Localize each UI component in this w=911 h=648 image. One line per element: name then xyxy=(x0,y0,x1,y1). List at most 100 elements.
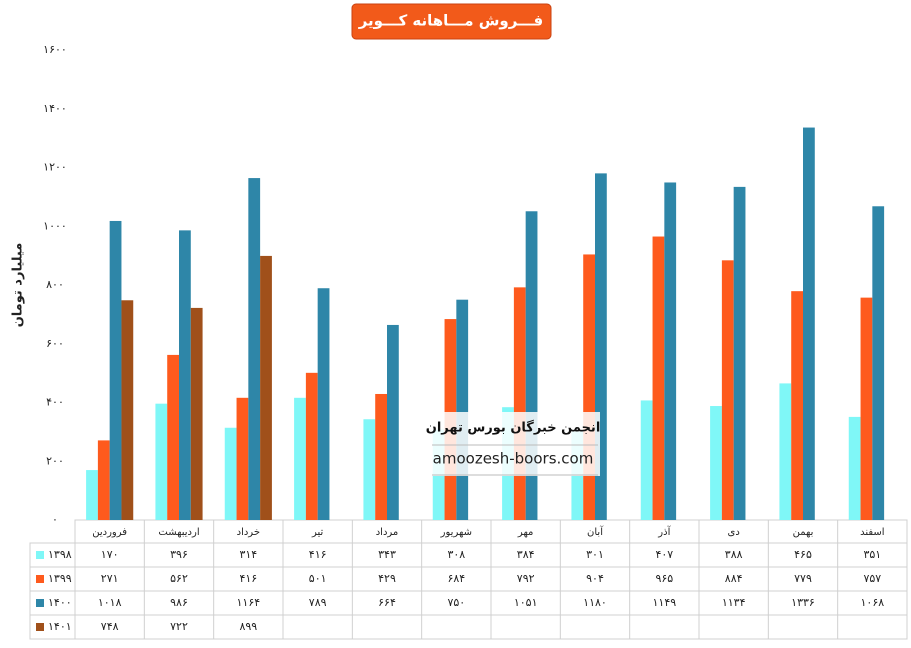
bar xyxy=(363,419,376,520)
table-value: ۷۹۲ xyxy=(517,572,535,585)
y-tick-label: ۴۰۰ xyxy=(46,396,64,409)
table-row xyxy=(29,542,908,568)
y-tick-label: ۶۰۰ xyxy=(46,337,64,350)
table-value: ۱۰۶۸ xyxy=(861,596,885,609)
watermark-title: انجمن خبرگان بورس تهران xyxy=(426,420,601,436)
bar xyxy=(733,186,746,520)
table-value: ۵۰۱ xyxy=(309,572,327,585)
x-tick-label: دی xyxy=(728,527,740,538)
table-value: ۶۸۴ xyxy=(447,572,465,585)
bar xyxy=(791,291,803,520)
y-tick-label: ۱۶۰۰ xyxy=(43,43,67,56)
bar xyxy=(664,182,677,520)
table-value: ۱۰۱۸ xyxy=(98,596,122,609)
table-value: ۳۰۱ xyxy=(586,548,604,561)
legend-swatch xyxy=(36,623,44,631)
table-value: ۳۰۸ xyxy=(447,548,465,561)
table-value: ۷۵۷ xyxy=(863,572,881,585)
table-value: ۱۱۸۰ xyxy=(583,596,607,609)
bar xyxy=(525,211,538,521)
table-value: ۳۵۱ xyxy=(863,548,881,561)
bar xyxy=(721,260,734,520)
bar xyxy=(224,427,237,520)
table-value: ۱۱۴۹ xyxy=(653,596,677,609)
table-value: ۷۲۲ xyxy=(170,620,188,633)
y-tick-label: ۲۰۰ xyxy=(46,454,64,467)
bar xyxy=(179,230,191,521)
table-value: ۴۱۶ xyxy=(309,548,327,561)
bar xyxy=(260,255,272,520)
bar xyxy=(248,178,261,520)
bar xyxy=(848,416,861,520)
bar xyxy=(595,173,607,520)
table-value: ۳۱۴ xyxy=(239,548,257,561)
table-value: ۳۴۳ xyxy=(378,548,396,561)
bar xyxy=(155,403,168,520)
table-value: ۱۱۶۴ xyxy=(237,596,261,609)
legend-swatch xyxy=(36,575,44,583)
x-tick-label: شهریور xyxy=(440,527,472,538)
table-value: ۷۷۹ xyxy=(794,572,812,585)
table-value: ۲۷۱ xyxy=(101,572,119,585)
bar xyxy=(294,397,306,520)
table-value: ۸۸۴ xyxy=(725,572,743,585)
x-tick-label: آذر xyxy=(657,525,671,538)
table-value: ۱۳۳۶ xyxy=(791,596,815,609)
bar xyxy=(803,127,815,521)
bar xyxy=(640,400,653,520)
x-tick-label: آبان xyxy=(587,525,604,538)
legend-label: ۱۳۹۸ xyxy=(48,548,72,561)
table-value: ۹۸۶ xyxy=(170,596,188,609)
legend-swatch xyxy=(36,551,44,559)
y-tick-label: ۰ xyxy=(52,513,58,526)
table-value: ۳۸۴ xyxy=(517,548,535,561)
watermark-box xyxy=(428,412,600,476)
bar xyxy=(236,397,249,520)
bar xyxy=(305,372,318,520)
bar xyxy=(456,299,469,520)
table-row xyxy=(29,614,908,640)
bar xyxy=(375,393,387,520)
legend-label: ۱۴۰۱ xyxy=(48,620,72,633)
legend-label: ۱۴۰۰ xyxy=(48,596,72,609)
bar xyxy=(710,406,722,520)
table-value: ۴۱۶ xyxy=(239,572,257,585)
table-value: ۵۶۲ xyxy=(170,572,188,585)
x-tick-label: تیر xyxy=(311,527,324,538)
bar xyxy=(317,288,330,520)
bar xyxy=(167,354,179,520)
bar xyxy=(121,300,134,520)
legend-label: ۱۳۹۹ xyxy=(48,572,72,585)
bar xyxy=(860,297,873,520)
x-tick-label: بهمن xyxy=(793,527,814,538)
table-value: ۱۰۵۱ xyxy=(514,596,538,609)
table-value: ۳۹۶ xyxy=(170,548,188,561)
bar xyxy=(513,287,526,520)
bar xyxy=(97,440,110,520)
y-tick-label: ۱۴۰۰ xyxy=(43,102,67,115)
table-value: ۱۷۰ xyxy=(101,548,119,561)
bar xyxy=(583,254,595,520)
table-value: ۴۶۵ xyxy=(794,548,812,561)
watermark-url: amoozesh-boors.com xyxy=(433,450,594,468)
table-row xyxy=(29,566,908,592)
x-tick-label: اسفند xyxy=(860,527,884,538)
bar xyxy=(652,236,665,520)
table-value: ۴۲۹ xyxy=(378,572,396,585)
title-box xyxy=(351,3,552,40)
table-value: ۷۸۹ xyxy=(309,596,327,609)
table-value: ۹۰۴ xyxy=(586,572,604,585)
table-value: ۳۸۸ xyxy=(725,548,743,561)
y-tick-label: ۱۰۰۰ xyxy=(43,219,67,232)
x-tick-label: مهر xyxy=(517,527,533,538)
bar xyxy=(779,383,792,520)
y-axis-label: میلیارد تومان xyxy=(11,243,26,328)
x-tick-label: فروردین xyxy=(92,527,127,538)
table-value: ۷۵۰ xyxy=(447,596,465,609)
bar xyxy=(387,324,399,520)
bar xyxy=(190,307,203,520)
table-value: ۸۹۹ xyxy=(239,620,257,633)
y-tick-label: ۱۲۰۰ xyxy=(43,161,67,174)
table-value: ۱۱۳۴ xyxy=(722,596,746,609)
y-tick-label: ۸۰۰ xyxy=(46,278,64,291)
